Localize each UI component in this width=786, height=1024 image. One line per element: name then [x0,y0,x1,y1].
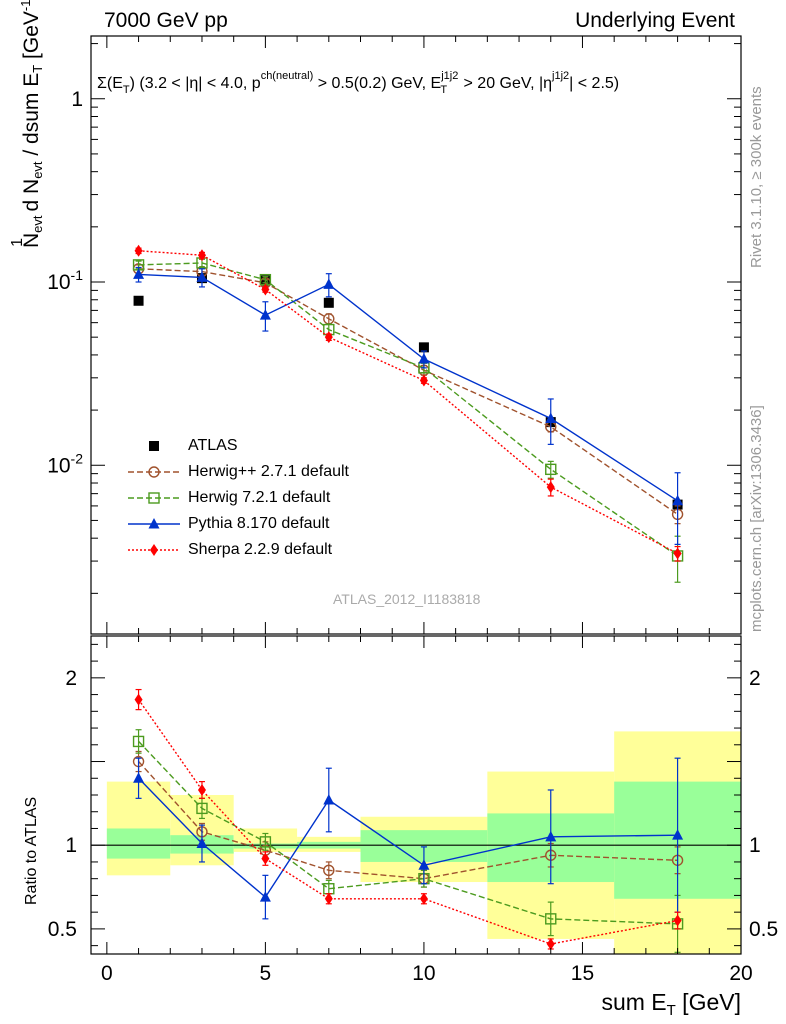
point-sherpa [134,244,143,257]
header-left: 7000 GeV pp [104,9,228,32]
point-herwig7 [545,913,557,925]
point-pythia [545,830,557,842]
legend-marker [148,492,160,504]
point-pythia [259,309,271,320]
x-tick-label: 10 [412,962,435,985]
legend-label: Herwig 7.2.1 default [188,489,331,506]
point-pythia [418,859,430,870]
x-tick-label: 20 [729,962,752,985]
point-sherpa [197,249,206,262]
side-label-rivet: Rivet 3.1.10, ≥ 300k events [748,86,765,268]
y-tick-label: 1 [71,88,83,111]
ratio-panel-series [132,688,684,953]
point-pythia [196,837,208,849]
series-pythia [133,266,684,545]
point-pythia [133,268,145,279]
ratio-y-tick-label: 2 [65,667,77,690]
point-sherpa [261,852,270,865]
legend-label: Sherpa 2.2.9 default [188,541,333,558]
point-sherpa [419,892,428,905]
x-axis-label: sum ET [GeV] [601,989,741,1019]
side-label-mcplots: mcplots.cern.ch [arXiv:1306.3436] [748,405,765,632]
point-pythia [672,494,684,506]
legend-label: Pythia 8.170 default [188,515,330,532]
legend-marker [149,441,159,451]
main-title: Σ(ET) (3.2 < |η| < 4.0, pch(neutral) > 0… [97,70,619,96]
point-pythia [259,891,271,902]
legend-symbol-pythia [128,518,180,529]
point-pythia [133,772,145,783]
ratio-y-tick-label-right: 1 [749,834,761,857]
legend-symbol-sherpa [128,544,180,556]
point-sherpa [324,892,333,905]
point-pythia [672,829,684,840]
x-tick-label: 15 [571,962,594,985]
legend-marker [148,466,160,478]
point-sherpa [546,481,555,494]
main-y-axis-label: 1Nevtd Nevt / dsum ET [GeV-1] [9,0,45,248]
header-right: Underlying Event [575,9,735,32]
point-sherpa [419,374,428,387]
point-sherpa [673,547,682,560]
point-data [133,295,144,306]
series-line-herwig7 [138,262,678,557]
chart-title: Σ(ET) (3.2 < |η| < 4.0, pch(neutral) > 0… [97,70,619,96]
point-herwig7 [545,463,557,476]
point-sherpa [324,331,333,344]
axes: 0 5 10 15 20 sum ET [GeV] 10-2 10-1 1 0.5 0.5 1 1 2 2 [47,35,778,1019]
main-frame [90,35,742,635]
ratio-y-tick-label-right: 2 [749,667,761,690]
series-line-sherpa [138,250,678,555]
y-tick-label: 10-2 [47,450,83,477]
x-tick-label: 5 [260,962,272,985]
point-data [418,342,429,353]
legend-label: Herwig++ 2.7.1 default [188,463,349,480]
legend-symbol-herwigpp [128,466,180,478]
point-pythia [323,278,335,289]
point-sherpa [546,937,555,950]
point-herwig7 [259,836,272,848]
point-pythia [418,353,430,364]
point-pythia [323,794,335,805]
point-data [323,297,334,308]
main-panel-series [132,244,684,583]
series-sherpa [134,688,682,950]
legend-symbol-data [149,441,159,451]
x-tick-label: 0 [101,962,113,985]
point-herwig7 [132,735,145,748]
ratio-y-tick-label-right: 0.5 [749,918,778,941]
band-inner [106,828,171,859]
point-herwig7 [196,802,208,815]
point-sherpa [197,783,206,796]
y-axis-label-text: 1Nevtd Nevt / dsum ET [GeV-1] [9,0,45,248]
ratio-y-tick-label: 1 [65,834,77,857]
point-sherpa [134,693,143,706]
point-herwigpp [323,864,335,877]
ratio-y-axis-label: Ratio to ATLAS [23,796,40,905]
series-herwig7 [132,257,684,583]
series-pythia [133,757,684,920]
point-pythia [545,412,557,423]
legend-marker [150,544,158,556]
watermark: ATLAS_2012_I1183818 [333,591,481,607]
point-pythia [196,271,208,282]
point-sherpa [261,283,270,296]
y-tick-label: 10-1 [47,267,83,294]
point-sherpa [673,914,682,927]
ratio-y-tick-label: 0.5 [48,918,77,941]
legend-label: ATLAS [188,437,238,454]
legend-symbol-herwig7 [128,492,180,504]
legend-marker [148,518,160,529]
series-sherpa [134,244,682,562]
series-herwigpp [132,263,684,525]
